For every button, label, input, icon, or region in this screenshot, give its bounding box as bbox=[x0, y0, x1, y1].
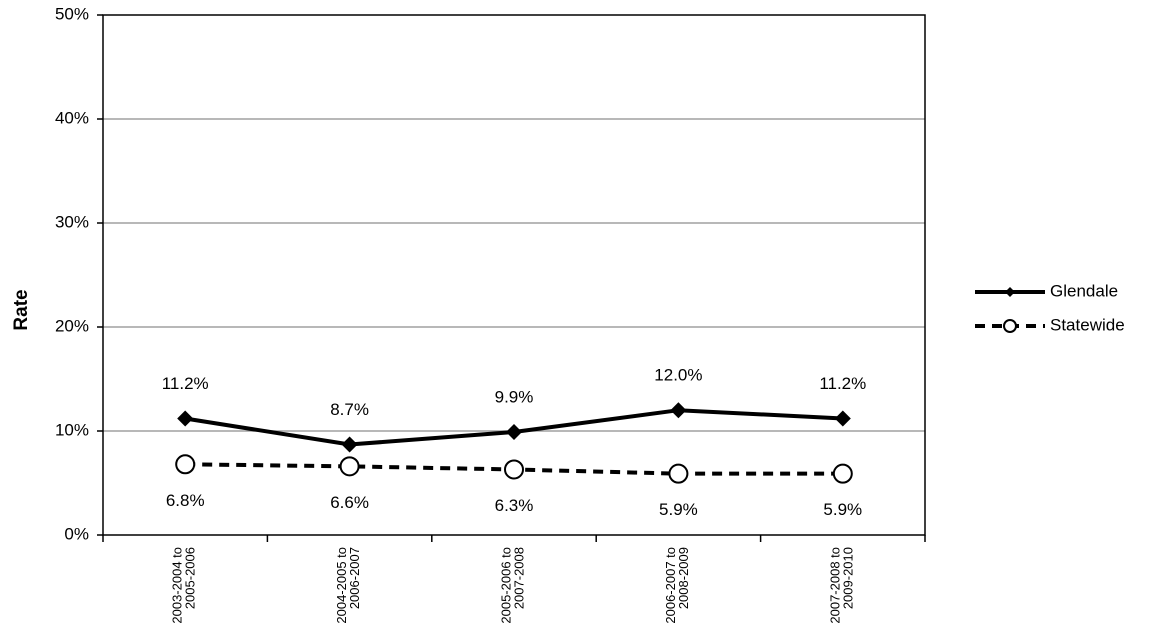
plot-frame bbox=[102, 14, 926, 536]
marker bbox=[832, 463, 853, 484]
legend-label: Glendale bbox=[1050, 281, 1118, 300]
data-label: 5.9% bbox=[659, 500, 698, 519]
y-tick-label: 10% bbox=[55, 420, 89, 439]
legend-label: Statewide bbox=[1050, 315, 1125, 334]
marker bbox=[504, 459, 524, 480]
marker bbox=[339, 456, 360, 477]
data-label: 9.9% bbox=[495, 388, 534, 407]
legend-entry: Glendale bbox=[975, 281, 1118, 300]
x-tick-label: 2004-2005 to2006-2007 bbox=[335, 547, 363, 624]
data-label: 5.9% bbox=[823, 500, 862, 519]
legend-marker bbox=[1003, 319, 1017, 333]
marker bbox=[670, 402, 687, 419]
y-tick-label: 20% bbox=[55, 316, 89, 335]
marker bbox=[341, 436, 358, 453]
data-label: 6.6% bbox=[330, 493, 369, 512]
data-label: 11.2% bbox=[819, 374, 866, 393]
data-label: 6.8% bbox=[166, 491, 205, 510]
data-label: 6.3% bbox=[495, 496, 534, 515]
marker bbox=[177, 410, 194, 427]
y-tick-label: 50% bbox=[55, 4, 89, 23]
x-tick-label: 2007-2008 to2009-2010 bbox=[828, 547, 856, 624]
data-label: 12.0% bbox=[654, 366, 702, 385]
legend-entry: Statewide bbox=[975, 315, 1125, 334]
marker bbox=[668, 463, 689, 484]
x-tick-label: 2005-2006 to2007-2008 bbox=[499, 547, 527, 624]
data-label: 11.2% bbox=[162, 374, 209, 393]
marker bbox=[175, 454, 196, 475]
y-tick-label: 40% bbox=[55, 108, 89, 127]
data-label: 8.7% bbox=[330, 400, 369, 419]
y-tick-label: 0% bbox=[64, 524, 89, 543]
x-tick-label: 2006-2007 to2008-2009 bbox=[663, 547, 691, 624]
x-tick-label: 2003-2004 to2005-2006 bbox=[170, 547, 198, 624]
legend-marker bbox=[1005, 287, 1015, 297]
marker bbox=[834, 410, 851, 427]
y-tick-label: 30% bbox=[55, 212, 89, 231]
y-axis-label: Rate bbox=[11, 289, 32, 330]
marker bbox=[506, 424, 522, 441]
